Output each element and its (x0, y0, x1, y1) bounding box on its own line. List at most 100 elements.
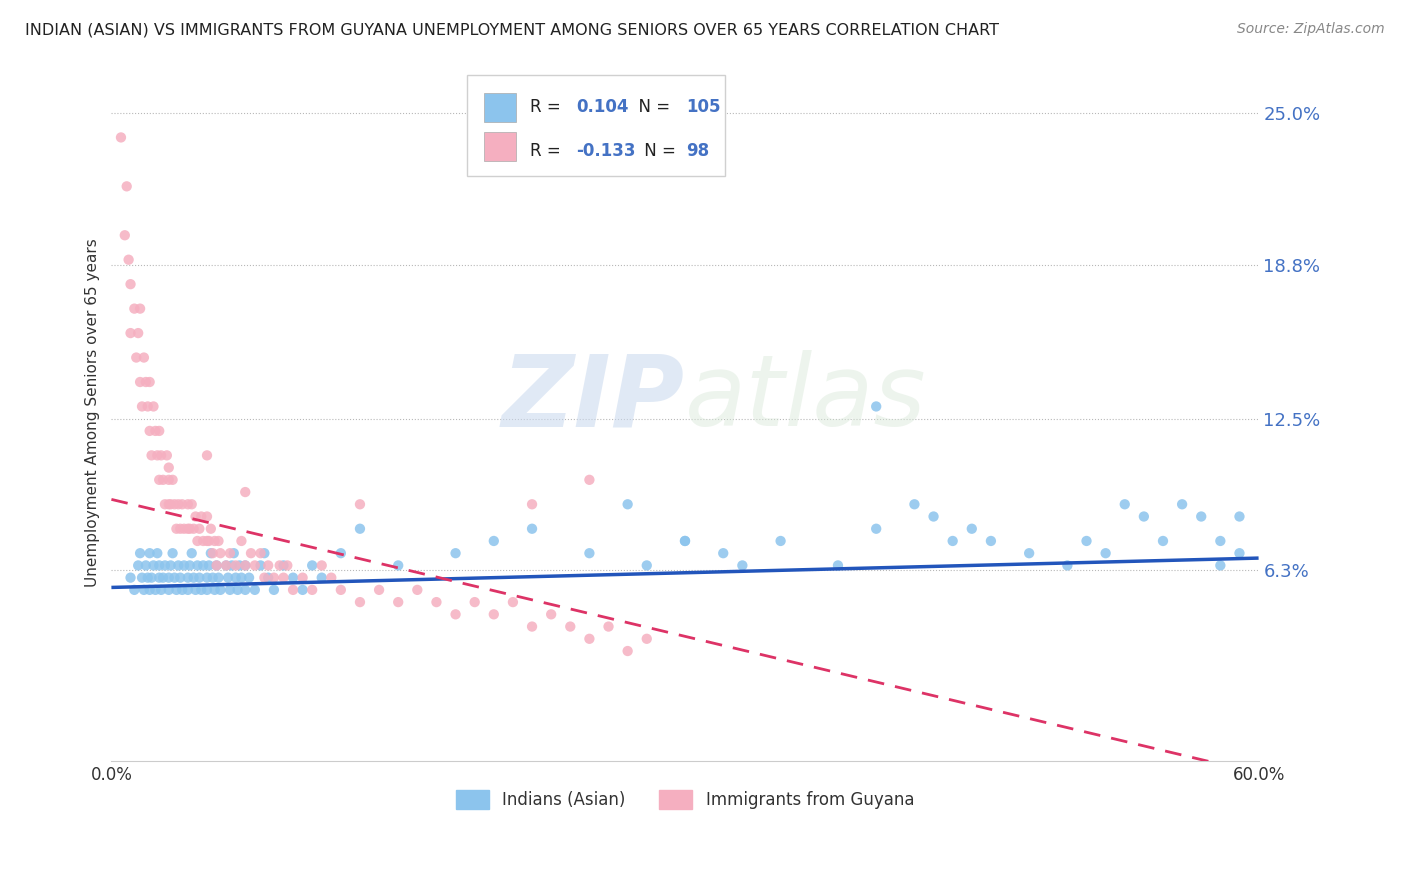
Point (598, 619, 620, 633)
Point (231, 533, 253, 548)
Point (865, 400, 887, 414)
Point (195, 449, 218, 463)
Point (1018, 546, 1040, 560)
Point (406, 582, 429, 597)
Point (1133, 509, 1156, 524)
Point (464, 595, 486, 609)
Point (162, 473, 184, 487)
Point (520, 619, 543, 633)
Point (169, 522, 191, 536)
Point (159, 558, 181, 573)
Text: Source: ZipAtlas.com: Source: ZipAtlas.com (1237, 22, 1385, 37)
Point (138, 546, 160, 560)
Point (177, 582, 200, 597)
Point (138, 582, 160, 597)
Point (249, 558, 271, 573)
Point (179, 558, 201, 573)
Point (226, 582, 249, 597)
Point (238, 571, 260, 585)
Point (124, 301, 146, 316)
Point (120, 277, 142, 292)
Point (263, 582, 285, 597)
Point (215, 558, 238, 573)
Point (157, 582, 180, 597)
Text: N =: N = (627, 98, 675, 116)
Point (276, 558, 298, 573)
Point (221, 558, 243, 573)
Point (135, 558, 157, 573)
Point (173, 522, 195, 536)
Point (115, 179, 138, 194)
Point (673, 533, 696, 548)
Point (204, 533, 226, 548)
Point (132, 351, 155, 365)
Point (148, 473, 170, 487)
Point (198, 558, 221, 573)
Point (172, 497, 194, 511)
Point (148, 571, 170, 585)
Point (136, 571, 159, 585)
Point (578, 546, 600, 560)
Point (673, 533, 696, 548)
Point (186, 533, 208, 548)
Point (281, 582, 304, 597)
Point (1229, 546, 1251, 560)
Point (233, 485, 256, 500)
Point (225, 571, 247, 585)
Point (184, 582, 207, 597)
Point (195, 571, 218, 585)
Bar (484, 132, 516, 161)
Point (131, 571, 153, 585)
Point (145, 424, 167, 438)
Point (129, 375, 152, 389)
Point (167, 558, 190, 573)
Point (177, 497, 200, 511)
Point (329, 546, 352, 560)
Point (172, 582, 194, 597)
Point (225, 558, 247, 573)
Point (120, 571, 142, 585)
Text: R =: R = (530, 98, 567, 116)
Point (173, 558, 195, 573)
Point (1114, 497, 1136, 511)
Text: 0.104: 0.104 (576, 98, 628, 116)
Point (222, 546, 245, 560)
Point (482, 533, 505, 548)
Point (444, 546, 467, 560)
Point (125, 351, 148, 365)
Point (231, 571, 253, 585)
Point (150, 582, 173, 597)
Point (190, 582, 212, 597)
Point (129, 301, 152, 316)
Point (127, 326, 149, 340)
Point (167, 497, 190, 511)
Point (578, 473, 600, 487)
Point (195, 533, 218, 548)
Point (117, 252, 139, 267)
Point (1152, 533, 1174, 548)
Point (273, 571, 295, 585)
Point (148, 558, 170, 573)
Point (195, 509, 218, 524)
Point (179, 522, 201, 536)
Point (200, 522, 222, 536)
Point (711, 546, 734, 560)
Point (349, 522, 371, 536)
Point (162, 546, 184, 560)
Point (204, 582, 226, 597)
Point (903, 497, 925, 511)
Point (291, 571, 314, 585)
Point (136, 400, 159, 414)
Point (233, 558, 256, 573)
Point (138, 375, 160, 389)
Point (281, 571, 304, 585)
Point (209, 546, 232, 560)
Text: R =: R = (530, 142, 567, 161)
Point (180, 497, 202, 511)
Point (240, 546, 263, 560)
Point (329, 582, 352, 597)
Point (616, 644, 638, 658)
Point (349, 595, 371, 609)
Point (219, 546, 242, 560)
Point (228, 558, 250, 573)
